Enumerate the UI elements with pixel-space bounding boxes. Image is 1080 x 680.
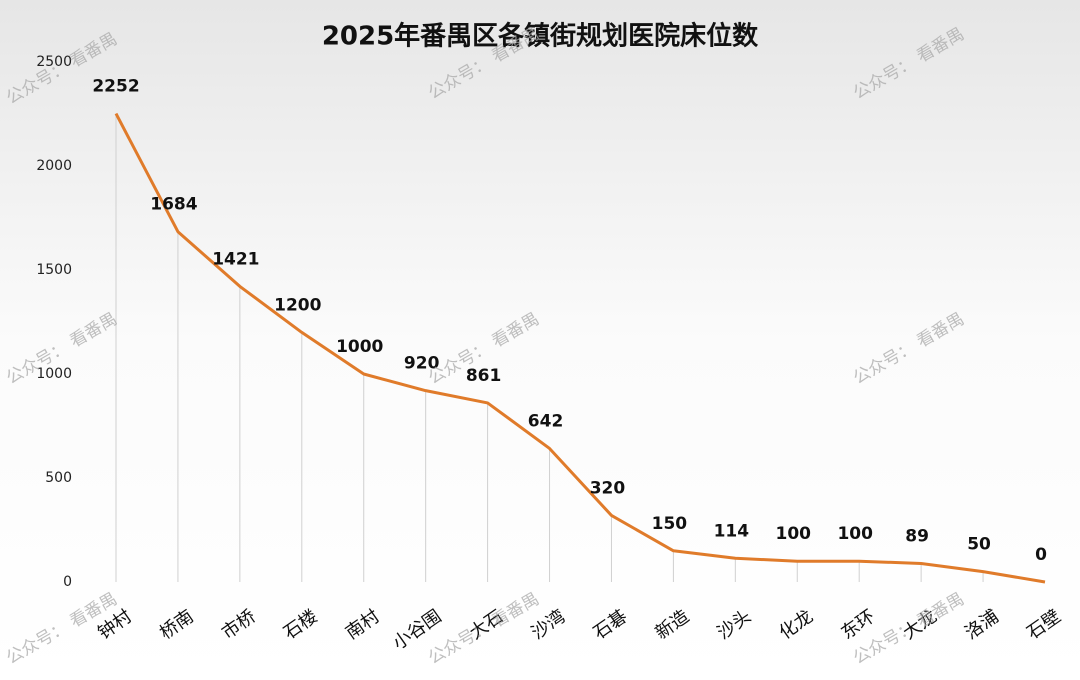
chart-title: 2025年番禺区各镇街规划医院床位数 (322, 21, 759, 52)
data-label: 1000 (336, 337, 383, 357)
data-label: 320 (590, 478, 626, 498)
data-label: 0 (1035, 545, 1047, 565)
data-label: 100 (776, 524, 812, 544)
data-label: 2252 (92, 77, 139, 97)
data-label: 89 (905, 526, 929, 546)
data-label: 50 (967, 535, 991, 555)
data-line (114, 112, 1046, 584)
data-label: 920 (404, 354, 440, 374)
data-label: 150 (652, 514, 688, 534)
data-label: 861 (466, 366, 502, 386)
y-tick-label: 1500 (36, 262, 72, 278)
y-tick-label: 1000 (36, 366, 72, 382)
data-label: 1684 (150, 195, 197, 215)
data-label: 1421 (212, 249, 259, 269)
data-label: 114 (714, 521, 750, 541)
data-label: 1200 (274, 295, 321, 315)
y-tick-label: 2000 (36, 158, 72, 174)
y-tick-label: 0 (63, 574, 72, 590)
data-label: 100 (837, 524, 873, 544)
data-label: 642 (528, 411, 564, 431)
y-tick-label: 2500 (36, 54, 72, 70)
y-tick-label: 500 (45, 470, 72, 486)
